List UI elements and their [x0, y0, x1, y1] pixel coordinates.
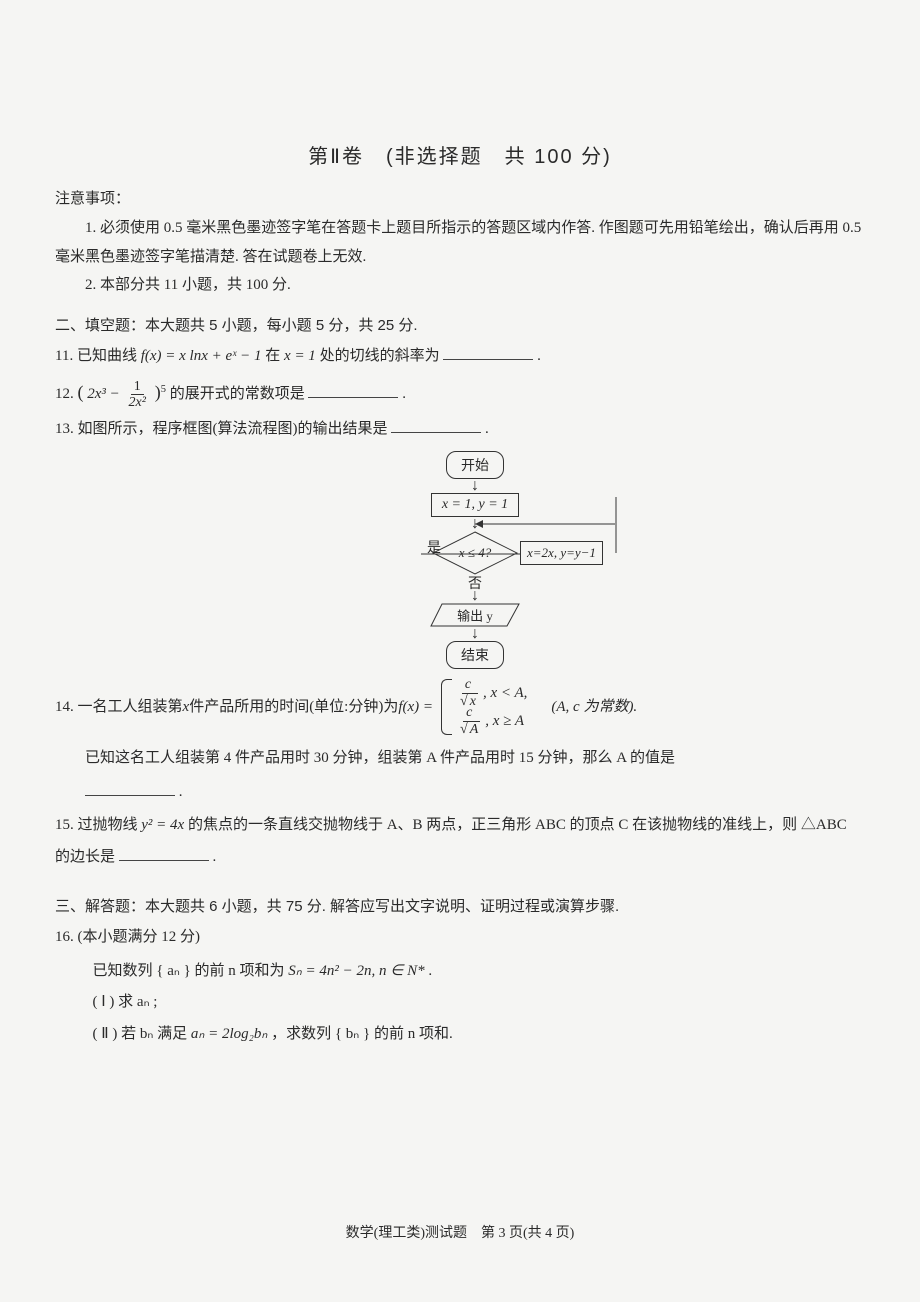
q16-dot: . — [428, 963, 432, 979]
q14-line3: . — [55, 777, 865, 809]
q14-blank — [85, 781, 175, 796]
fc-arrow-2: ↓ — [335, 517, 615, 531]
q14-piecewise: cx , x < A, cA , x ≥ A — [437, 679, 527, 735]
question-13: 13. 如图所示，程序框图(算法流程图)的输出结果是 . — [55, 414, 865, 446]
q11-text-a: 11. 已知曲线 — [55, 348, 141, 364]
fc-decision-row: x ≤ 4? 是 x=2x, y=y−1 — [335, 531, 615, 575]
q14-p2-den: A — [468, 721, 481, 737]
fc-loop-right — [615, 497, 617, 553]
q14-p2-cond: , x ≥ A — [485, 706, 524, 738]
paper-title: 第Ⅱ卷 (非选择题 共 100 分) — [55, 140, 865, 169]
fc-init-text: x = 1, y = 1 — [442, 497, 508, 512]
q13-text: 13. 如图所示，程序框图(算法流程图)的输出结果是 — [55, 421, 388, 437]
question-11: 11. 已知曲线 f(x) = x lnx + eˣ − 1 在 x = 1 处… — [55, 341, 865, 373]
q12-frac-num: 1 — [131, 379, 144, 395]
q14-text-a: 14. 一名工人组装第 — [55, 692, 183, 724]
q11-x1: x = 1 — [284, 348, 316, 364]
q12-frac-den: 2x² — [126, 395, 149, 410]
notice-1: 1. 必须使用 0.5 毫米黑色墨迹签字笔在答题卡上题目所指示的答题区域内作答.… — [55, 214, 865, 271]
q14-p1-den: x — [468, 693, 478, 709]
fc-loop-top — [475, 517, 675, 531]
notice-2: 2. 本部分共 11 小题，共 100 分. — [55, 271, 865, 300]
q16-ii-b: ，求数列 { bₙ } 的前 n 项和. — [271, 1026, 453, 1042]
q12-left: 2x³ − — [87, 386, 120, 402]
q12-frac: 1 2x² — [126, 379, 149, 411]
q13-blank — [391, 418, 481, 433]
question-14: 14. 一名工人组装第 x 件产品所用的时间(单位:分钟)为 f(x) = cx… — [55, 679, 865, 735]
q12-blank — [308, 383, 398, 398]
q14-p1-num: c — [462, 677, 474, 693]
fc-arrow: ↓ — [335, 479, 615, 493]
q14-text-c: 已知这名工人组装第 4 件产品用时 30 分钟，组装第 A 件产品用时 15 分… — [85, 750, 675, 766]
notice-head: 注意事项： — [55, 187, 865, 208]
q16-ii-a: ( Ⅱ ) 若 bₙ 满足 — [93, 1026, 191, 1042]
q14-p1-cond: , x < A, — [483, 678, 527, 710]
q15-text-a: 15. 过抛物线 — [55, 817, 141, 833]
fc-out-text: 输出 y — [457, 606, 493, 625]
q11-text-b: 在 — [265, 348, 284, 364]
q12-period: . — [402, 386, 406, 402]
fc-yes-line — [421, 553, 521, 555]
fc-update: x=2x, y=y−1 — [520, 541, 603, 565]
question-12: 12. ( 2x³ − 1 2x² )5 的展开式的常数项是 . — [55, 374, 865, 412]
page-footer: 数学(理工类)测试题 第 3 页(共 4 页) — [0, 1222, 920, 1242]
q15-eq: y² = 4x — [141, 817, 184, 833]
q14-fx: f(x) = — [398, 692, 433, 724]
q15-period: . — [213, 849, 217, 865]
fc-end: 结束 — [446, 641, 504, 669]
q14-text-b: 件产品所用的时间(单位:分钟)为 — [189, 692, 398, 724]
q12-exp: 5 — [161, 384, 166, 395]
flowchart: 开始 ↓ x = 1, y = 1 ↓ x ≤ 4? 是 x=2x, y=y−1… — [335, 451, 615, 669]
fc-update-text: x=2x, y=y−1 — [527, 545, 596, 560]
q11-text-d: 处的切线的斜率为 — [320, 348, 440, 364]
q15-blank — [119, 846, 209, 861]
q14-line2: 已知这名工人组装第 4 件产品用时 30 分钟，组装第 A 件产品用时 15 分… — [55, 743, 865, 775]
q14-piece-1: cx , x < A, — [453, 679, 527, 707]
q16-given: 已知数列 { aₙ } 的前 n 项和为 Sₙ = 4n² − 2n, n ∈ … — [55, 956, 865, 988]
q11-formula: f(x) = x lnx + eˣ − 1 — [141, 348, 262, 364]
q14-period: . — [179, 784, 183, 800]
q14-x: x — [183, 692, 190, 724]
q16-eq: Sₙ = 4n² − 2n, n ∈ N* — [288, 963, 424, 979]
q11-period: . — [537, 348, 541, 364]
question-16-head: 16. (本小题满分 12 分) — [55, 922, 865, 954]
q16-part-ii: ( Ⅱ ) 若 bₙ 满足 aₙ = 2log₂bₙ ，求数列 { bₙ } 的… — [55, 1019, 865, 1051]
q12-num: 12. — [55, 386, 78, 402]
q12-text-b: 的展开式的常数项是 — [170, 386, 305, 402]
fc-start: 开始 — [446, 451, 504, 479]
question-15: 15. 过抛物线 y² = 4x 的焦点的一条直线交抛物线于 A、B 两点，正三… — [55, 810, 865, 873]
q16-part-i: ( Ⅰ ) 求 aₙ ; — [55, 987, 865, 1019]
q13-period: . — [485, 421, 489, 437]
fc-arrow-3: ↓ — [335, 589, 615, 603]
fc-output: 输出 y — [430, 603, 520, 627]
fc-arrow-4: ↓ — [335, 627, 615, 641]
q14-piece-2: cA , x ≥ A — [453, 707, 527, 735]
q14-tail: (A, c 为常数). — [551, 692, 637, 724]
q16-ii-eq: aₙ = 2log₂bₙ — [191, 1026, 267, 1042]
section-3-head: 三、解答题：本大题共 6 小题，共 75 分. 解答应写出文字说明、证明过程或演… — [55, 895, 865, 916]
fc-init: x = 1, y = 1 — [431, 493, 519, 517]
section-2-head: 二、填空题：本大题共 5 小题，每小题 5 分，共 25 分. — [55, 314, 865, 335]
q11-blank — [443, 345, 533, 360]
q16-text-a: 已知数列 { aₙ } 的前 n 项和为 — [93, 963, 289, 979]
